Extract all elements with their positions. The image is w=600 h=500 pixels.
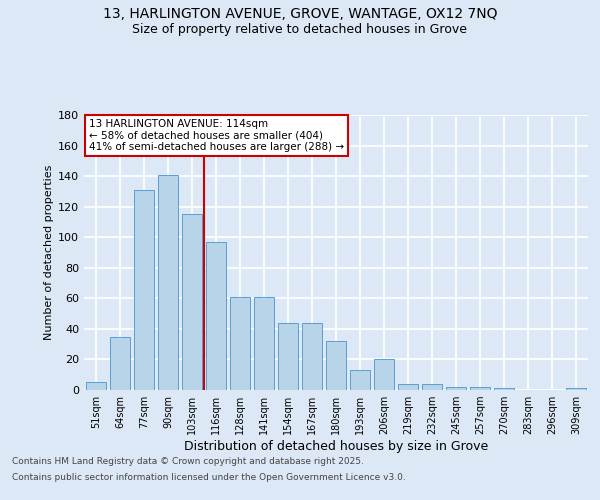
Bar — [182, 214, 202, 390]
Bar — [230, 297, 250, 390]
Bar — [278, 323, 298, 390]
Bar — [350, 370, 370, 390]
Bar — [254, 297, 274, 390]
Bar — [110, 336, 130, 390]
Text: 13 HARLINGTON AVENUE: 114sqm
← 58% of detached houses are smaller (404)
41% of s: 13 HARLINGTON AVENUE: 114sqm ← 58% of de… — [89, 119, 344, 152]
Bar — [494, 388, 514, 390]
Bar — [206, 242, 226, 390]
Bar — [134, 190, 154, 390]
Bar — [374, 360, 394, 390]
Bar — [398, 384, 418, 390]
Bar — [302, 323, 322, 390]
Bar — [446, 387, 466, 390]
Bar — [566, 388, 586, 390]
Text: Contains public sector information licensed under the Open Government Licence v3: Contains public sector information licen… — [12, 472, 406, 482]
Bar — [470, 387, 490, 390]
Bar — [422, 384, 442, 390]
Y-axis label: Number of detached properties: Number of detached properties — [44, 165, 54, 340]
Bar — [86, 382, 106, 390]
Bar — [158, 174, 178, 390]
Text: Contains HM Land Registry data © Crown copyright and database right 2025.: Contains HM Land Registry data © Crown c… — [12, 458, 364, 466]
Text: 13, HARLINGTON AVENUE, GROVE, WANTAGE, OX12 7NQ: 13, HARLINGTON AVENUE, GROVE, WANTAGE, O… — [103, 8, 497, 22]
X-axis label: Distribution of detached houses by size in Grove: Distribution of detached houses by size … — [184, 440, 488, 453]
Text: Size of property relative to detached houses in Grove: Size of property relative to detached ho… — [133, 22, 467, 36]
Bar — [326, 341, 346, 390]
